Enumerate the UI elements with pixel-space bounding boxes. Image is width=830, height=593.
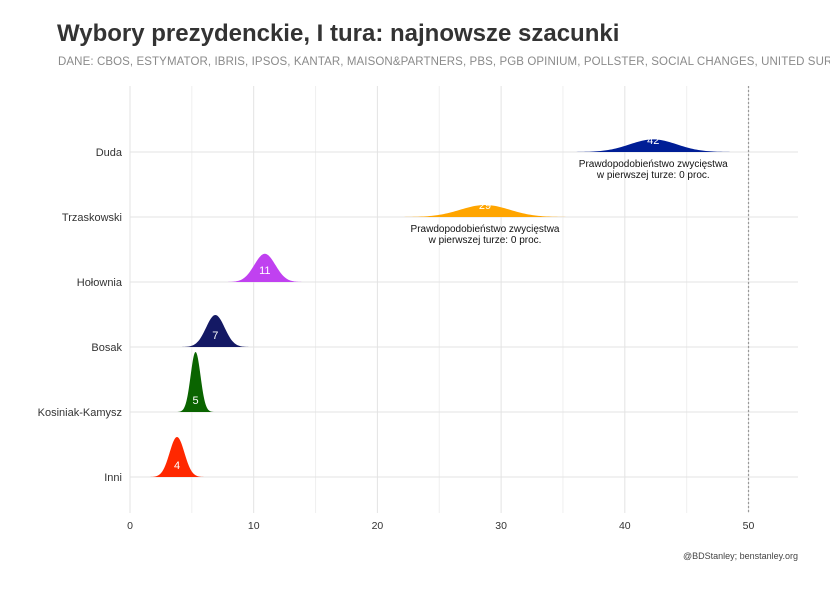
density-bosak bbox=[181, 315, 249, 347]
chart-subtitle: DANE: CBOS, ESTYMATOR, IBRIS, IPSOS, KAN… bbox=[58, 56, 830, 68]
category-label: Trzaskowski bbox=[62, 212, 122, 224]
density-trzaskowski bbox=[395, 205, 575, 217]
x-tick-label: 40 bbox=[619, 520, 631, 532]
density-ho-ownia bbox=[226, 253, 303, 282]
value-label: 5 bbox=[193, 395, 199, 407]
x-tick-label: 10 bbox=[248, 520, 260, 532]
x-tick-label: 30 bbox=[495, 520, 507, 532]
x-tick-label: 0 bbox=[127, 520, 133, 532]
category-label: Duda bbox=[96, 147, 123, 159]
density-inni bbox=[150, 437, 204, 477]
value-label: 11 bbox=[259, 265, 270, 277]
category-label: Kosiniak-Kamysz bbox=[38, 407, 122, 419]
value-label: 4 bbox=[174, 460, 180, 472]
chart-caption: @BDStanley; benstanley.org bbox=[682, 551, 798, 561]
value-label: 7 bbox=[212, 330, 218, 342]
win-probability-annotation: w pierwszej turze: 0 proc. bbox=[428, 235, 542, 246]
value-label: 29 bbox=[479, 200, 491, 212]
chart-title: Wybory prezydenckie, I tura: najnowsze s… bbox=[57, 20, 620, 47]
label-layer: 0 10 20 30 40 50 42 Duda Prawdopodobieństwo zwyc… bbox=[38, 135, 755, 532]
category-label: Inni bbox=[104, 472, 122, 484]
value-label: 42 bbox=[647, 135, 659, 147]
density-layer bbox=[150, 139, 738, 477]
win-probability-annotation: Prawdopodobieństwo zwycięstwa bbox=[579, 159, 728, 170]
category-label: Hołownia bbox=[77, 277, 123, 289]
x-tick-label: 50 bbox=[743, 520, 755, 532]
win-probability-annotation: Prawdopodobieństwo zwycięstwa bbox=[411, 224, 560, 235]
win-probability-annotation: w pierwszej turze: 0 proc. bbox=[596, 170, 710, 181]
x-tick-label: 20 bbox=[372, 520, 384, 532]
category-label: Bosak bbox=[91, 342, 122, 354]
density-duda bbox=[568, 139, 738, 152]
density-kosiniak-kamysz bbox=[177, 352, 214, 412]
